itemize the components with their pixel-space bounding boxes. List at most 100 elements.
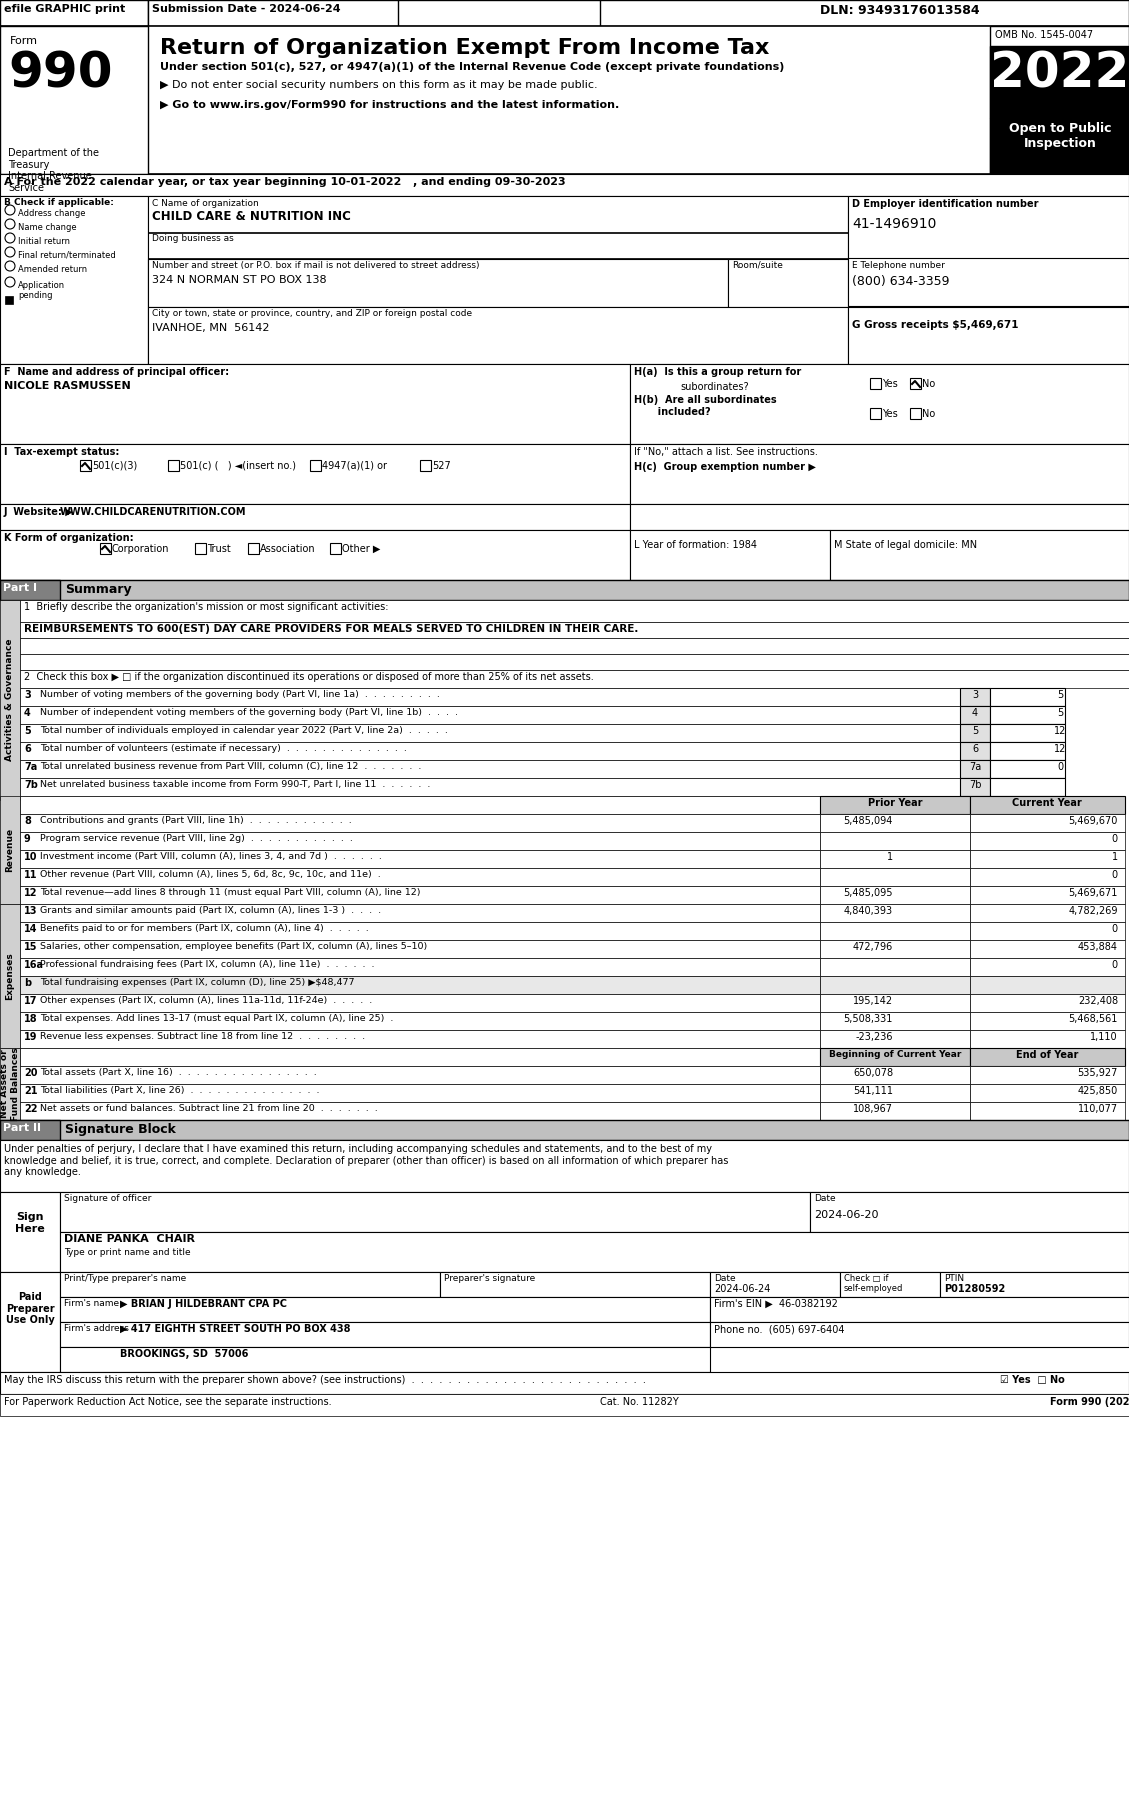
Bar [820,940,970,958]
Bar [20,958,820,976]
Bar [809,1192,1129,1232]
Text: ▶ Go to www.irs.gov/Form990 for instructions and the latest information.: ▶ Go to www.irs.gov/Form990 for instruct… [160,100,619,111]
Text: E Telephone number: E Telephone number [852,261,945,270]
Text: 15: 15 [24,941,37,952]
Bar [820,1067,970,1085]
Text: 8: 8 [24,816,30,825]
Text: Net assets or fund balances. Subtract line 21 from line 20  .  .  .  .  .  .  .: Net assets or fund balances. Subtract li… [40,1105,378,1114]
Bar [848,196,1129,365]
Bar [970,1067,1124,1085]
Text: Other revenue (Part VIII, column (A), lines 5, 6d, 8c, 9c, 10c, and 11e)  .: Other revenue (Part VIII, column (A), li… [40,871,380,880]
Bar [20,655,1129,669]
Text: 2024-06-20: 2024-06-20 [814,1210,878,1221]
Text: 2022: 2022 [990,51,1129,98]
Bar [970,814,1124,833]
Bar [970,1101,1124,1119]
Text: Number of voting members of the governing body (Part VI, line 1a)  .  .  .  .  .: Number of voting members of the governin… [40,689,440,698]
Text: 5: 5 [24,726,30,736]
Text: ▶ Do not enter social security numbers on this form as it may be made public.: ▶ Do not enter social security numbers o… [160,80,597,91]
Bar [20,1012,820,1030]
Text: 5,485,094: 5,485,094 [843,816,893,825]
Bar [0,580,1129,600]
Bar [20,976,820,994]
Bar [20,1048,820,1067]
Bar [0,0,148,25]
Text: Final return/terminated: Final return/terminated [18,250,116,259]
Text: H(b)  Are all subordinates
       included?: H(b) Are all subordinates included? [634,395,777,417]
Text: 19: 19 [24,1032,37,1041]
Bar [20,1101,820,1119]
Bar [820,851,970,869]
Bar [960,688,990,706]
Text: P01280592: P01280592 [944,1284,1005,1293]
Bar [960,742,990,760]
Bar [60,1192,809,1232]
Text: Total expenses. Add lines 13-17 (must equal Part IX, column (A), line 25)  .: Total expenses. Add lines 13-17 (must eq… [40,1014,393,1023]
Text: Yes: Yes [882,408,898,419]
Bar [970,994,1124,1012]
Text: Firm's address: Firm's address [64,1324,129,1333]
Bar [60,1272,440,1297]
Text: Check □ if
self-employed: Check □ if self-employed [844,1273,903,1293]
Text: Revenue less expenses. Subtract line 18 from line 12  .  .  .  .  .  .  .  .: Revenue less expenses. Subtract line 18 … [40,1032,365,1041]
Text: I  Tax-exempt status:: I Tax-exempt status: [5,446,120,457]
Bar [970,903,1124,922]
Text: Name change: Name change [18,223,77,232]
Text: 13: 13 [24,905,37,916]
Text: L Year of formation: 1984: L Year of formation: 1984 [634,541,758,550]
Text: Revenue: Revenue [6,827,15,873]
Text: Room/suite: Room/suite [732,261,782,270]
Text: OMB No. 1545-0047: OMB No. 1545-0047 [995,31,1093,40]
Bar [820,922,970,940]
Bar [970,1012,1124,1030]
Bar [710,1322,1129,1348]
Text: Cat. No. 11282Y: Cat. No. 11282Y [599,1397,679,1408]
Text: Date: Date [714,1273,736,1282]
Bar [599,0,1129,25]
Bar [970,796,1124,814]
Text: 232,408: 232,408 [1078,996,1118,1007]
Text: Grants and similar amounts paid (Part IX, column (A), lines 1-3 )  .  .  .  .: Grants and similar amounts paid (Part IX… [40,905,382,914]
Bar [970,1030,1124,1048]
Bar [0,1272,60,1371]
Bar [80,461,91,472]
Text: 535,927: 535,927 [1077,1068,1118,1078]
Bar [195,542,205,553]
Bar [870,377,881,388]
Text: 4: 4 [972,707,978,718]
Bar [60,1348,710,1371]
Text: 108,967: 108,967 [854,1105,893,1114]
Bar [20,778,960,796]
Bar [840,1272,940,1297]
Bar [820,976,970,994]
Text: Corporation: Corporation [112,544,169,553]
Text: H(a)  Is this a group return for: H(a) Is this a group return for [634,366,802,377]
Bar [710,1272,840,1297]
Text: Form 990 (2022): Form 990 (2022) [1050,1397,1129,1408]
Bar [20,1067,820,1085]
Text: Application
pending: Application pending [18,281,65,301]
Bar [148,259,728,307]
Text: 12: 12 [1053,726,1066,736]
Bar [820,1030,970,1048]
Text: DIANE PANKA  CHAIR: DIANE PANKA CHAIR [64,1234,195,1244]
Text: Total assets (Part X, line 16)  .  .  .  .  .  .  .  .  .  .  .  .  .  .  .  .: Total assets (Part X, line 16) . . . . .… [40,1068,317,1078]
Text: 1: 1 [1112,853,1118,862]
Bar [20,1085,820,1101]
Text: 11: 11 [24,871,37,880]
Bar [990,724,1065,742]
Text: Yes: Yes [882,379,898,388]
Text: Department of the
Treasury
Internal Revenue
Service: Department of the Treasury Internal Reve… [8,149,99,192]
Text: 6: 6 [972,744,978,755]
Text: 1: 1 [887,853,893,862]
Text: 4947(a)(1) or: 4947(a)(1) or [322,461,387,472]
Text: ☑ Yes  □ No: ☑ Yes □ No [1000,1375,1065,1386]
Text: 7a: 7a [24,762,37,773]
Text: Prior Year: Prior Year [868,798,922,807]
Text: 541,111: 541,111 [854,1087,893,1096]
Text: Salaries, other compensation, employee benefits (Part IX, column (A), lines 5–10: Salaries, other compensation, employee b… [40,941,427,951]
Bar [0,1119,60,1139]
Text: 4: 4 [24,707,30,718]
Text: ▶ 417 EIGHTH STREET SOUTH PO BOX 438: ▶ 417 EIGHTH STREET SOUTH PO BOX 438 [120,1324,350,1333]
Bar [990,118,1129,174]
